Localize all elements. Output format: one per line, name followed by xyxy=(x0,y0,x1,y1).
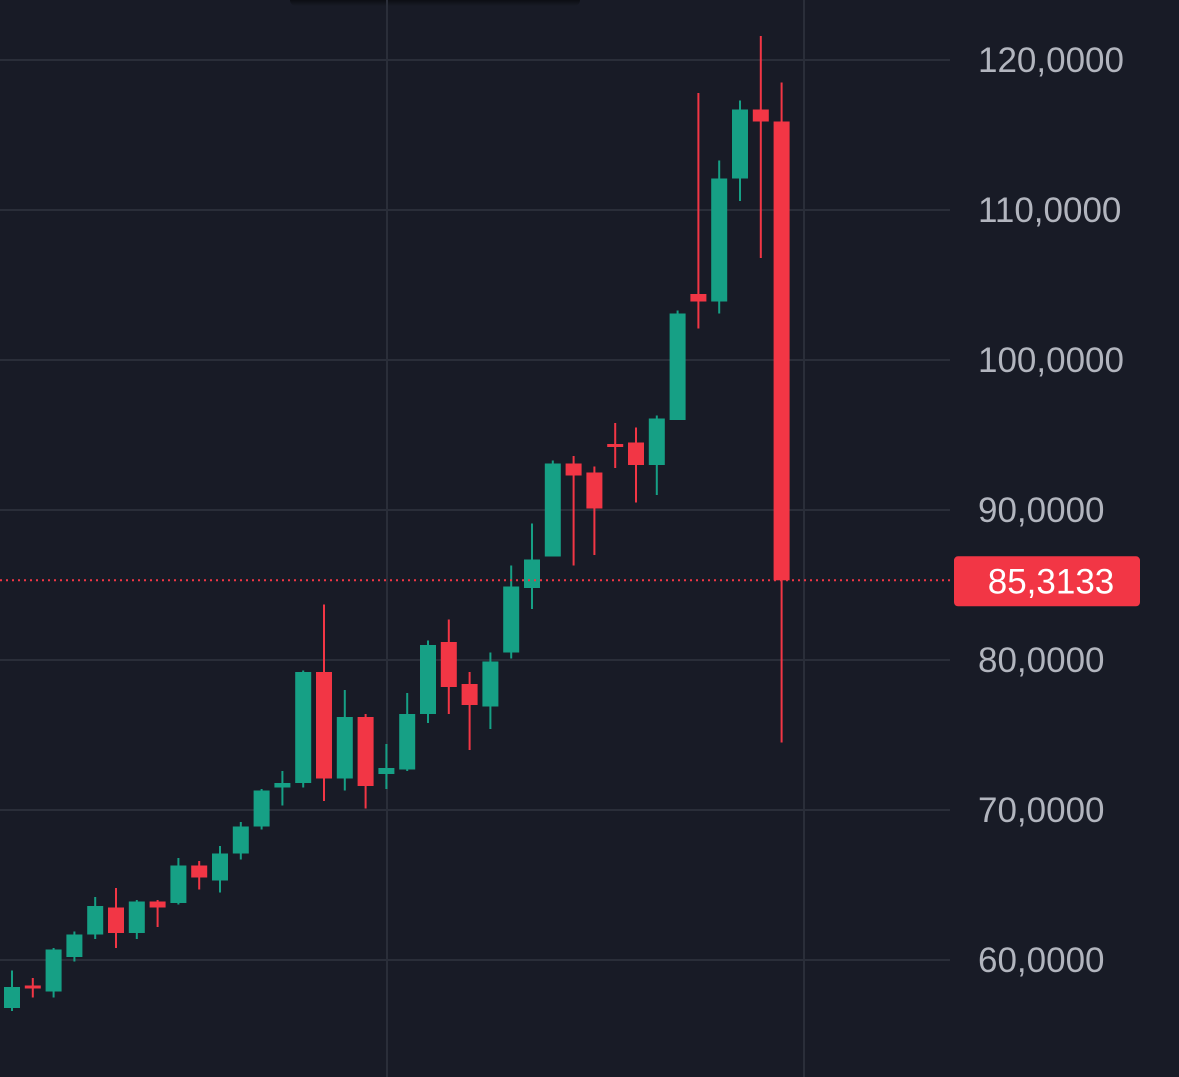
candle[interactable] xyxy=(108,888,124,948)
candle[interactable] xyxy=(295,670,312,788)
candle-body-up xyxy=(524,559,540,588)
candle-body-up xyxy=(482,661,499,707)
candle-body-up xyxy=(711,178,728,302)
candle[interactable] xyxy=(66,931,83,962)
candle[interactable] xyxy=(128,900,145,939)
candle-body-up xyxy=(336,717,353,779)
candle-body-down xyxy=(461,684,478,705)
candle-body-up xyxy=(295,672,312,783)
candle-body-up xyxy=(253,790,270,827)
candle[interactable] xyxy=(752,36,769,258)
candle-body-down xyxy=(24,985,41,989)
candle-body-up xyxy=(648,418,665,465)
candle-body-down xyxy=(628,442,644,465)
candle-body-down xyxy=(357,717,374,786)
candle-body-down xyxy=(586,472,603,509)
candle-body-down xyxy=(440,642,457,687)
y-tick-label: 110,0000 xyxy=(978,191,1121,230)
current-price-marker: 85,3133 xyxy=(0,556,1140,607)
candle[interactable] xyxy=(357,714,374,809)
candle[interactable] xyxy=(232,822,249,860)
candle[interactable] xyxy=(212,846,228,893)
candle[interactable] xyxy=(711,160,728,314)
candle-body-up xyxy=(503,586,520,653)
candle-body-up xyxy=(87,906,104,935)
candle-body-down xyxy=(565,463,582,476)
candle[interactable] xyxy=(253,789,270,830)
candle-body-up xyxy=(212,853,228,881)
candle-body-up xyxy=(399,714,416,770)
candle-body-up xyxy=(544,463,561,557)
candle[interactable] xyxy=(461,672,478,750)
y-tick-label: 60,0000 xyxy=(978,941,1105,980)
candle-body-up xyxy=(66,934,83,957)
candle[interactable] xyxy=(565,456,582,566)
top-edge-shadow xyxy=(290,0,580,6)
candle[interactable] xyxy=(648,415,665,496)
candle-body-up xyxy=(378,768,395,774)
candle[interactable] xyxy=(669,310,686,421)
candle-body-down xyxy=(607,444,624,447)
candle-body-up xyxy=(128,901,145,933)
candle-body-down xyxy=(773,121,790,581)
candle[interactable] xyxy=(440,619,457,715)
y-tick-label: 80,0000 xyxy=(978,641,1105,680)
candle-body-up xyxy=(45,949,62,992)
y-tick-label: 70,0000 xyxy=(978,791,1105,830)
candle-body-up xyxy=(232,826,249,854)
price-axis: 120,0000 110,0000 100,0000 90,0000 80,0000 70… xyxy=(978,41,1124,980)
y-tick-label: 90,0000 xyxy=(978,491,1105,530)
candle-body-up xyxy=(420,645,436,714)
candle[interactable] xyxy=(378,744,395,789)
candle[interactable] xyxy=(482,652,499,730)
candle[interactable] xyxy=(420,640,436,724)
y-tick-label: 100,0000 xyxy=(978,341,1124,380)
candle[interactable] xyxy=(191,861,208,890)
current-price-badge xyxy=(954,556,1140,607)
candle[interactable] xyxy=(628,427,644,503)
current-price-label: 85,3133 xyxy=(988,562,1115,601)
candle[interactable] xyxy=(773,82,790,743)
y-tick-label: 120,0000 xyxy=(978,41,1124,80)
candle[interactable] xyxy=(316,604,332,802)
candle[interactable] xyxy=(607,423,624,468)
grid-lines xyxy=(0,0,950,1077)
candle-body-up xyxy=(170,865,187,903)
candle-body-down xyxy=(108,907,124,933)
candle-body-up xyxy=(4,987,20,1008)
candle[interactable] xyxy=(399,693,416,771)
candle[interactable] xyxy=(690,93,707,329)
candle-body-up xyxy=(732,109,748,179)
candle-body-down xyxy=(316,672,332,779)
candle[interactable] xyxy=(4,970,20,1012)
candle[interactable] xyxy=(45,948,62,998)
candle[interactable] xyxy=(274,771,291,806)
candle-body-down xyxy=(752,109,769,122)
candle[interactable] xyxy=(544,460,561,557)
candle[interactable] xyxy=(586,466,603,556)
candle-body-down xyxy=(149,901,166,908)
candle[interactable] xyxy=(524,523,540,610)
candles xyxy=(4,36,790,1011)
candle[interactable] xyxy=(87,897,104,939)
candle-body-down xyxy=(191,865,208,878)
candle-body-up xyxy=(274,783,291,788)
candle-body-down xyxy=(690,294,707,302)
candle[interactable] xyxy=(24,978,41,998)
candle[interactable] xyxy=(336,690,353,791)
candle[interactable] xyxy=(170,858,187,905)
candle[interactable] xyxy=(149,900,166,927)
candle-body-up xyxy=(669,313,686,420)
candle[interactable] xyxy=(732,100,748,202)
